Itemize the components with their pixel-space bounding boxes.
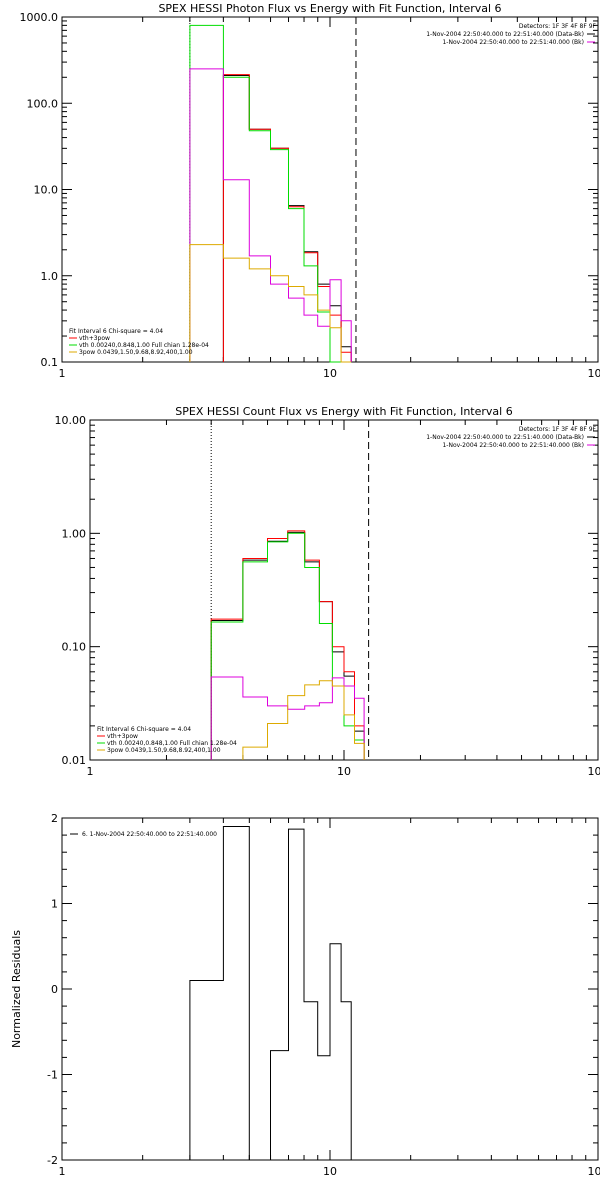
legend-entry: 3pow 0.0439,1.50,9.68,8.92,400,1.00 — [79, 349, 193, 356]
legend-entry: vth 0.00240,0.848,1.00 Full chian 1.28e-… — [107, 740, 237, 747]
y-tick-label: 0.01 — [62, 754, 87, 767]
chart-title: SPEX HESSI Count Flux vs Energy with Fit… — [175, 405, 512, 418]
legend-entry: 6. 1-Nov-2004 22:50:40.000 to 22:51:40.0… — [82, 831, 217, 838]
legend-entry: Fit Interval 6 Chi-square = 4.04 — [97, 726, 191, 733]
series-2-line — [223, 75, 351, 362]
legend-entry: vth 0.00240,0.848,1.00 Full chian 1.28e-… — [79, 342, 209, 349]
y-tick-label: -1 — [47, 1069, 58, 1082]
x-tick-label: 10 — [323, 367, 337, 380]
y-tick-label: 0.1 — [41, 356, 59, 369]
y-tick-label: 1.00 — [62, 527, 87, 540]
y-tick-label: 1 — [51, 898, 58, 911]
x-axis-ticks: 1 10 100 — [59, 818, 600, 1178]
legend-entry: 1-Nov-2004 22:50:40.000 to 22:51:40.000 … — [442, 442, 584, 449]
legend-bottom-left: Fit Interval 6 Chi-square = 4.04vth+3pow… — [97, 726, 237, 754]
y-tick-label: 10.0 — [34, 184, 59, 197]
legend-entry: 1-Nov-2004 22:50:40.000 to 22:51:40.000 … — [426, 434, 584, 441]
y-tick-label: 0 — [51, 983, 58, 996]
legend-top-left: 6. 1-Nov-2004 22:50:40.000 to 22:51:40.0… — [70, 831, 217, 838]
series-1-line — [223, 76, 351, 363]
legend-entry: 1-Nov-2004 22:50:40.000 to 22:51:40.000 … — [426, 31, 584, 38]
y-tick-label: -2 — [47, 1154, 58, 1167]
legend-bottom-left: Fit Interval 6 Chi-square = 4.04vth+3pow… — [69, 328, 209, 356]
x-tick-label: 100 — [588, 765, 600, 778]
legend-top-right: Detectors: 1F 3F 4F 8F 9F1-Nov-2004 22:5… — [426, 23, 596, 46]
x-tick-label: 1 — [87, 765, 94, 778]
x-axis-ticks: 1 10 100 — [87, 420, 600, 778]
y-tick-label: 0.10 — [62, 641, 87, 654]
x-tick-label: 1 — [59, 1165, 66, 1178]
legend-entry: 3pow 0.0439,1.50,9.68,8.92,400,1.00 — [107, 747, 221, 754]
x-axis-ticks: 1 10 100 — [59, 17, 600, 380]
legend-entry: vth+3pow — [79, 335, 110, 342]
y-axis-ticks: -2 -1 0 1 2 — [47, 812, 598, 1167]
y-tick-label: 10.00 — [55, 414, 87, 427]
series-3-line — [190, 25, 351, 362]
y-axis-label: Normalized Residuals — [10, 930, 23, 1048]
series-2-line — [211, 531, 364, 760]
legend-entry: Detectors: 1F 3F 4F 8F 9F — [519, 23, 597, 30]
y-tick-label: 1.0 — [41, 270, 59, 283]
series-4-line — [190, 69, 351, 362]
chart-panel-1: SPEX HESSI Photon Flux vs Energy with Fi… — [20, 2, 600, 380]
series-1-line — [190, 827, 351, 1161]
chart-title: SPEX HESSI Photon Flux vs Energy with Fi… — [158, 2, 501, 15]
y-tick-label: 100.0 — [27, 97, 59, 110]
legend-entry: 1-Nov-2004 22:50:40.000 to 22:51:40.000 … — [442, 39, 584, 46]
chart-panel-2: SPEX HESSI Count Flux vs Energy with Fit… — [55, 405, 600, 778]
x-tick-label: 100 — [588, 1165, 600, 1178]
chart-panel-3: Normalized Residuals 1 10 100 -2 -1 0 1 2 6. 1-No… — [10, 812, 600, 1178]
x-tick-label: 10 — [337, 765, 351, 778]
legend-entry: vth+3pow — [107, 733, 138, 740]
legend-top-right: Detectors: 1F 3F 4F 8F 9F1-Nov-2004 22:5… — [426, 426, 596, 449]
x-tick-label: 1 — [59, 367, 66, 380]
y-axis-ticks: 0.01 0.10 1.00 10.00 — [55, 414, 599, 767]
y-tick-label: 1000.0 — [20, 11, 59, 24]
legend-entry: Detectors: 1F 3F 4F 8F 9F — [519, 426, 597, 433]
x-tick-label: 100 — [588, 367, 600, 380]
x-tick-label: 10 — [323, 1165, 337, 1178]
legend-entry: Fit Interval 6 Chi-square = 4.04 — [69, 328, 163, 335]
y-tick-label: 2 — [51, 812, 58, 825]
series-5-line — [243, 681, 364, 760]
